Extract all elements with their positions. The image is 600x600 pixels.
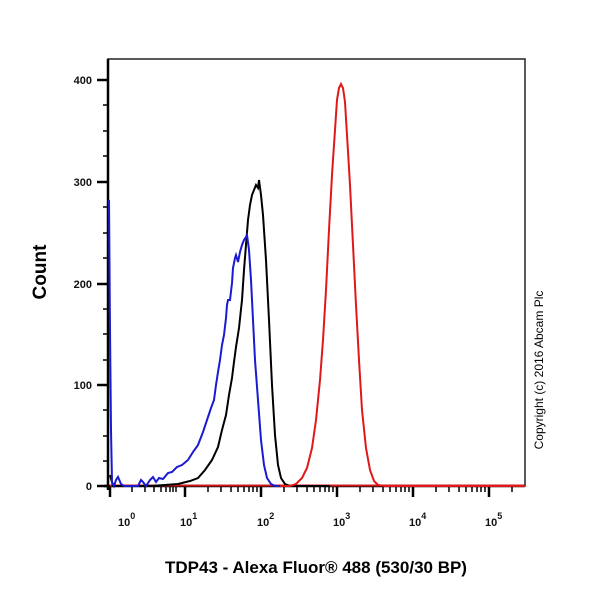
x-tick-10e0: 100: [118, 511, 135, 529]
y-tick-100: 100: [74, 380, 92, 392]
y-tick-0: 0: [86, 481, 92, 493]
y-tick-300: 300: [74, 177, 92, 189]
x-ticks: [108, 486, 513, 497]
y-ticks: [97, 78, 108, 488]
x-tick-labels: 100 101 102 103 104 105: [118, 511, 502, 529]
copyright-notice: Copyright (c) 2016 Abcam Plc: [532, 291, 546, 450]
x-tick-10e2: 102: [257, 511, 274, 529]
x-tick-10e1: 101: [180, 511, 197, 529]
x-tick-10e5: 105: [485, 511, 502, 529]
series-blue-histogram: [108, 199, 285, 489]
y-tick-labels: 400 300 200 100 0: [74, 75, 92, 493]
y-tick-400: 400: [74, 75, 92, 87]
y-axis-label: Count: [30, 244, 51, 300]
y-tick-200: 200: [74, 279, 92, 291]
x-tick-10e4: 104: [409, 511, 426, 529]
series-black-histogram: [109, 179, 330, 487]
series-red-histogram: [280, 81, 525, 487]
x-tick-10e3: 103: [333, 511, 350, 529]
x-axis-label: TDP43 - Alexa Fluor® 488 (530/30 BP): [165, 558, 467, 577]
